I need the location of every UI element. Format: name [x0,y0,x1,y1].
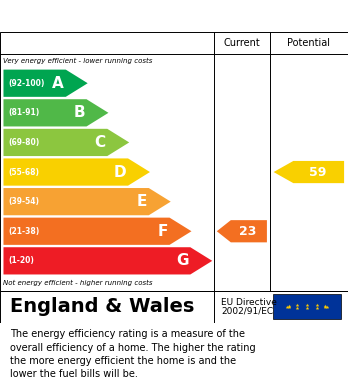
Text: (21-38): (21-38) [9,227,40,236]
Text: 59: 59 [309,165,326,179]
Text: (69-80): (69-80) [9,138,40,147]
Text: Not energy efficient - higher running costs: Not energy efficient - higher running co… [3,280,153,286]
Text: Very energy efficient - lower running costs: Very energy efficient - lower running co… [3,58,153,64]
Text: The energy efficiency rating is a measure of the
overall efficiency of a home. T: The energy efficiency rating is a measur… [10,329,256,379]
Text: (55-68): (55-68) [9,167,40,177]
Text: D: D [114,165,126,179]
Text: England & Wales: England & Wales [10,297,195,316]
Polygon shape [3,158,150,186]
Text: (1-20): (1-20) [9,256,34,265]
Text: E: E [137,194,147,209]
Text: F: F [157,224,168,239]
Text: Energy Efficiency Rating: Energy Efficiency Rating [10,9,220,23]
Text: (39-54): (39-54) [9,197,40,206]
Text: Potential: Potential [287,38,330,48]
Text: (92-100): (92-100) [9,79,45,88]
Polygon shape [217,220,267,242]
Text: 23: 23 [239,225,256,238]
Text: B: B [73,105,85,120]
Text: G: G [176,253,189,268]
Bar [273,294,341,319]
Polygon shape [3,188,171,215]
Polygon shape [274,161,344,183]
Text: Current: Current [223,38,260,48]
Text: C: C [94,135,105,150]
Polygon shape [3,129,129,156]
Polygon shape [3,218,191,245]
Text: 2002/91/EC: 2002/91/EC [221,307,273,316]
Text: EU Directive: EU Directive [221,298,277,307]
Text: (81-91): (81-91) [9,108,40,117]
Polygon shape [3,70,88,97]
Polygon shape [3,99,109,126]
Text: A: A [52,76,64,91]
Polygon shape [3,247,212,274]
